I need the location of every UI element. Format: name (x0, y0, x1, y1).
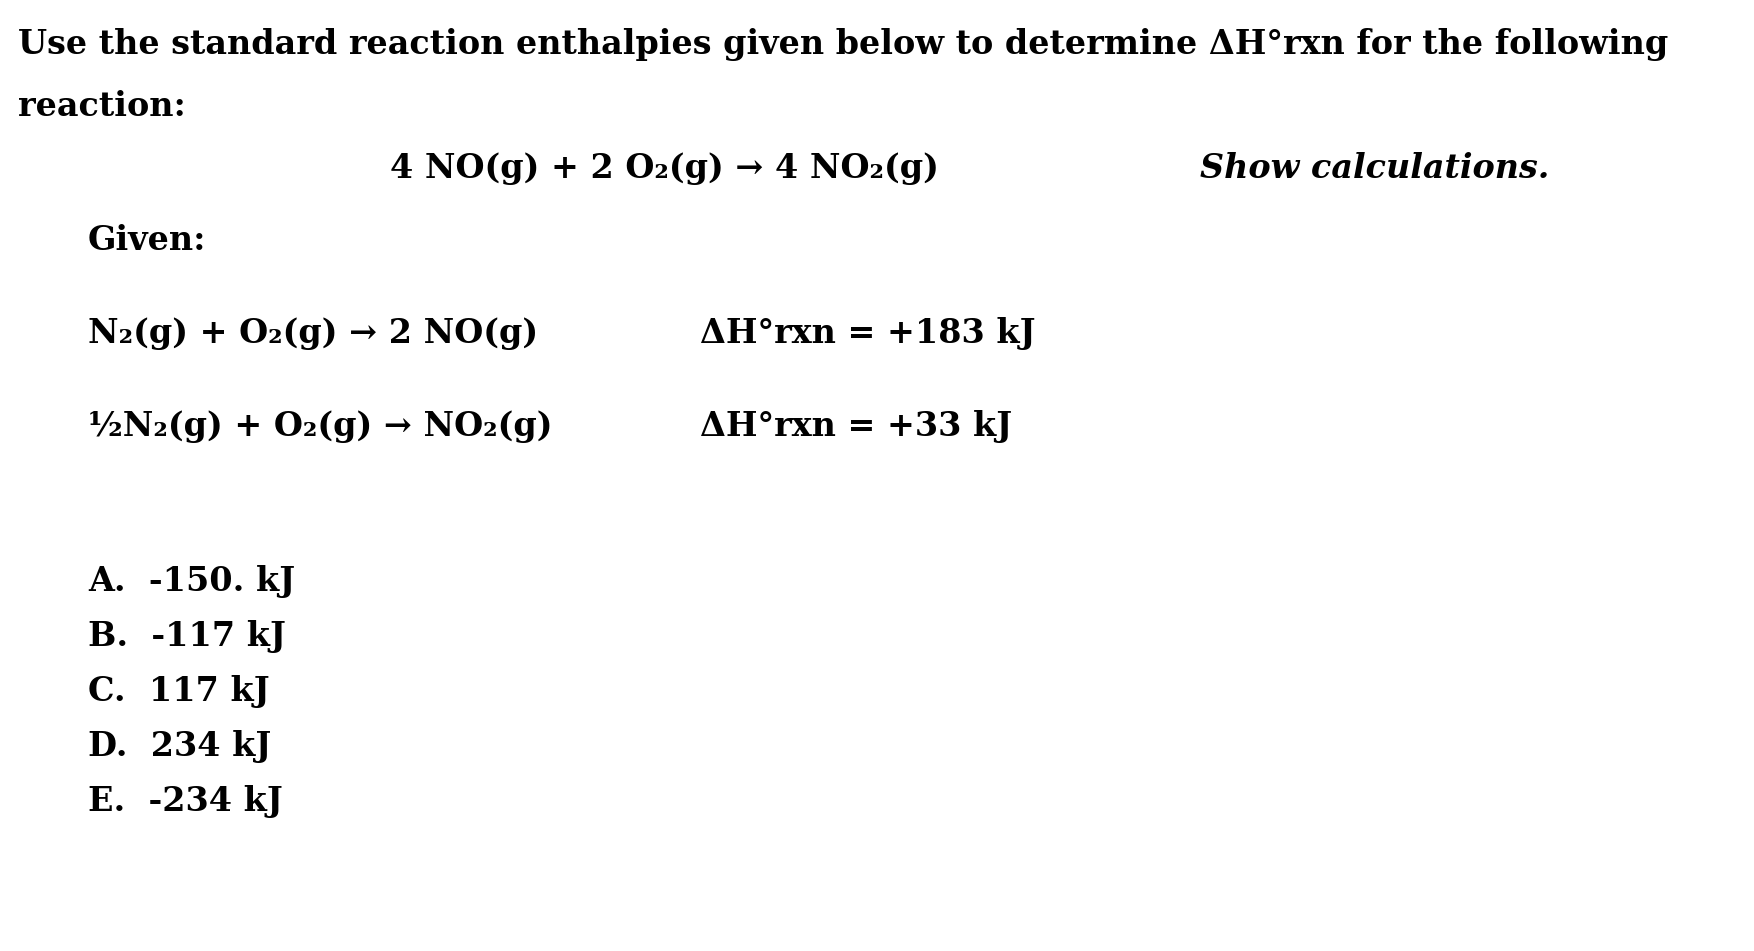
Text: ΔH°rxn = +183 kJ: ΔH°rxn = +183 kJ (700, 317, 1035, 350)
Text: Use the standard reaction enthalpies given below to determine ΔH°rxn for the fol: Use the standard reaction enthalpies giv… (18, 28, 1668, 61)
Text: ½N₂(g) + O₂(g) → NO₂(g): ½N₂(g) + O₂(g) → NO₂(g) (88, 410, 553, 443)
Text: B.  -117 kJ: B. -117 kJ (88, 620, 286, 653)
Text: Show calculations.: Show calculations. (1200, 152, 1549, 185)
Text: D.  234 kJ: D. 234 kJ (88, 730, 272, 763)
Text: ΔH°rxn = +33 kJ: ΔH°rxn = +33 kJ (700, 410, 1012, 443)
Text: reaction:: reaction: (18, 90, 186, 123)
Text: C.  117 kJ: C. 117 kJ (88, 675, 270, 708)
Text: N₂(g) + O₂(g) → 2 NO(g): N₂(g) + O₂(g) → 2 NO(g) (88, 317, 538, 350)
Text: A.  -150. kJ: A. -150. kJ (88, 565, 295, 598)
Text: 4 NO(g) + 2 O₂(g) → 4 NO₂(g): 4 NO(g) + 2 O₂(g) → 4 NO₂(g) (389, 152, 938, 185)
Text: E.  -234 kJ: E. -234 kJ (88, 785, 282, 818)
Text: Given:: Given: (88, 224, 207, 257)
